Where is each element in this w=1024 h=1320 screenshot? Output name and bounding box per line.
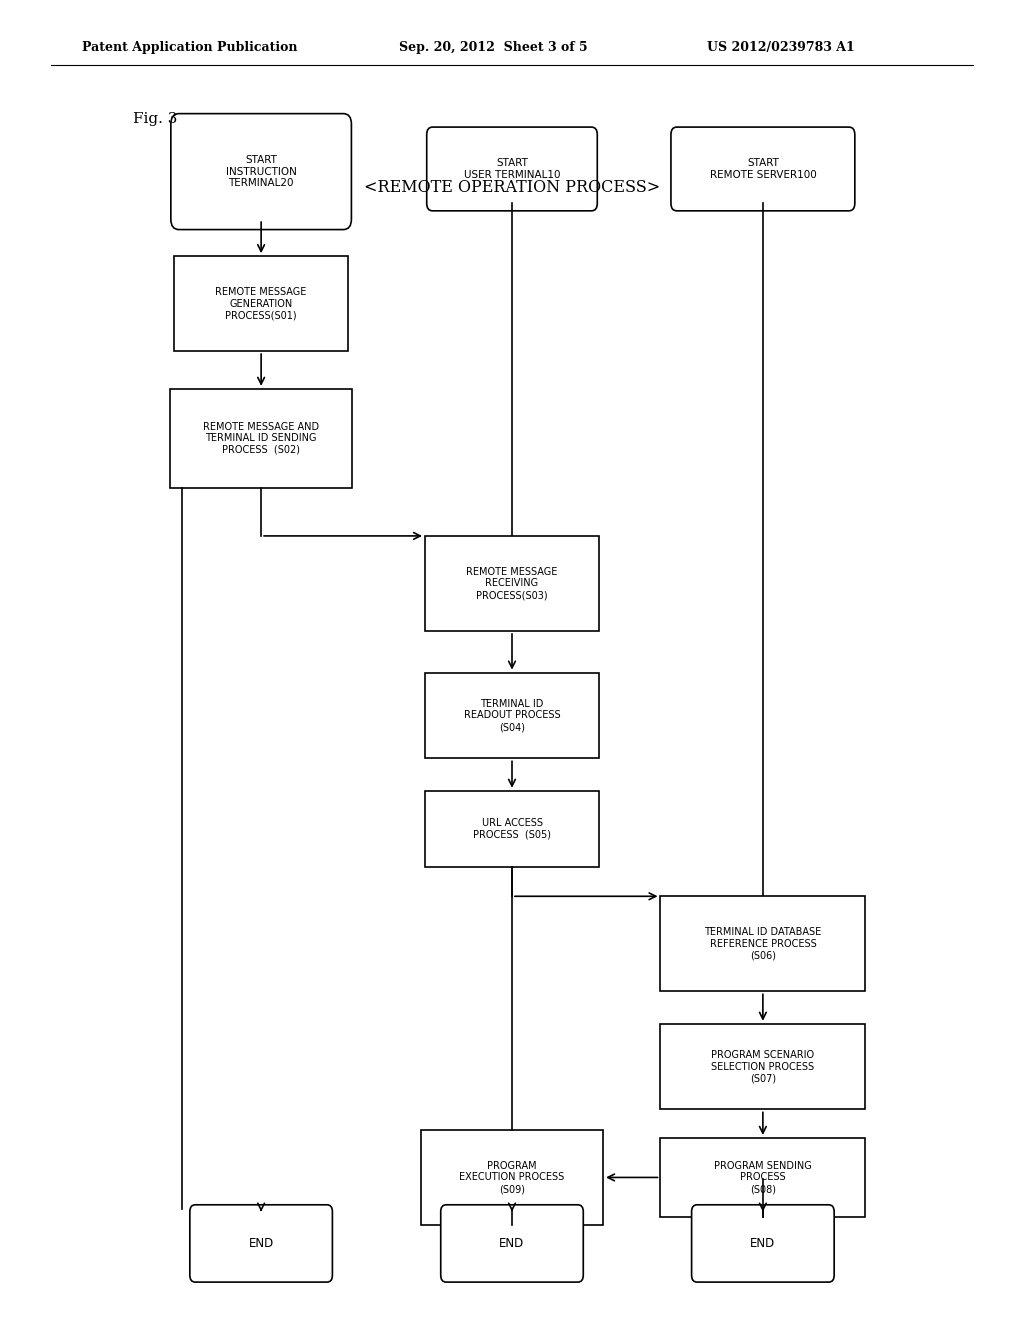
Text: END: END (249, 1237, 273, 1250)
Text: Sep. 20, 2012  Sheet 3 of 5: Sep. 20, 2012 Sheet 3 of 5 (399, 41, 588, 54)
Bar (660, 1138, 865, 1217)
Text: END: END (500, 1237, 524, 1250)
Text: PROGRAM
EXECUTION PROCESS
(S09): PROGRAM EXECUTION PROCESS (S09) (460, 1160, 564, 1195)
Bar (425, 536, 599, 631)
Text: PROGRAM SENDING
PROCESS
(S08): PROGRAM SENDING PROCESS (S08) (714, 1160, 812, 1195)
Text: START
INSTRUCTION
TERMINAL20: START INSTRUCTION TERMINAL20 (225, 154, 297, 189)
Text: TERMINAL ID
READOUT PROCESS
(S04): TERMINAL ID READOUT PROCESS (S04) (464, 698, 560, 733)
Text: END: END (751, 1237, 775, 1250)
FancyBboxPatch shape (440, 1205, 584, 1282)
FancyBboxPatch shape (189, 1205, 333, 1282)
Bar (660, 1024, 865, 1109)
Bar (425, 673, 599, 758)
Text: Patent Application Publication: Patent Application Publication (82, 41, 297, 54)
FancyBboxPatch shape (691, 1205, 835, 1282)
Text: TERMINAL ID DATABASE
REFERENCE PROCESS
(S06): TERMINAL ID DATABASE REFERENCE PROCESS (… (705, 927, 821, 961)
Bar (425, 791, 599, 867)
Text: <REMOTE OPERATION PROCESS>: <REMOTE OPERATION PROCESS> (364, 180, 660, 195)
FancyBboxPatch shape (171, 114, 351, 230)
Text: REMOTE MESSAGE
RECEIVING
PROCESS(S03): REMOTE MESSAGE RECEIVING PROCESS(S03) (466, 566, 558, 601)
Bar (170, 388, 352, 487)
Bar (174, 256, 348, 351)
Text: REMOTE MESSAGE
GENERATION
PROCESS(S01): REMOTE MESSAGE GENERATION PROCESS(S01) (215, 286, 307, 321)
Text: Fig. 3: Fig. 3 (133, 112, 177, 125)
Text: US 2012/0239783 A1: US 2012/0239783 A1 (707, 41, 854, 54)
Text: URL ACCESS
PROCESS  (S05): URL ACCESS PROCESS (S05) (473, 818, 551, 840)
Text: START
USER TERMINAL10: START USER TERMINAL10 (464, 158, 560, 180)
Text: REMOTE MESSAGE AND
TERMINAL ID SENDING
PROCESS  (S02): REMOTE MESSAGE AND TERMINAL ID SENDING P… (203, 421, 319, 455)
FancyBboxPatch shape (671, 127, 855, 211)
Bar (660, 896, 865, 991)
Bar (421, 1130, 603, 1225)
Text: PROGRAM SCENARIO
SELECTION PROCESS
(S07): PROGRAM SCENARIO SELECTION PROCESS (S07) (712, 1049, 814, 1084)
FancyBboxPatch shape (427, 127, 597, 211)
Text: START
REMOTE SERVER100: START REMOTE SERVER100 (710, 158, 816, 180)
